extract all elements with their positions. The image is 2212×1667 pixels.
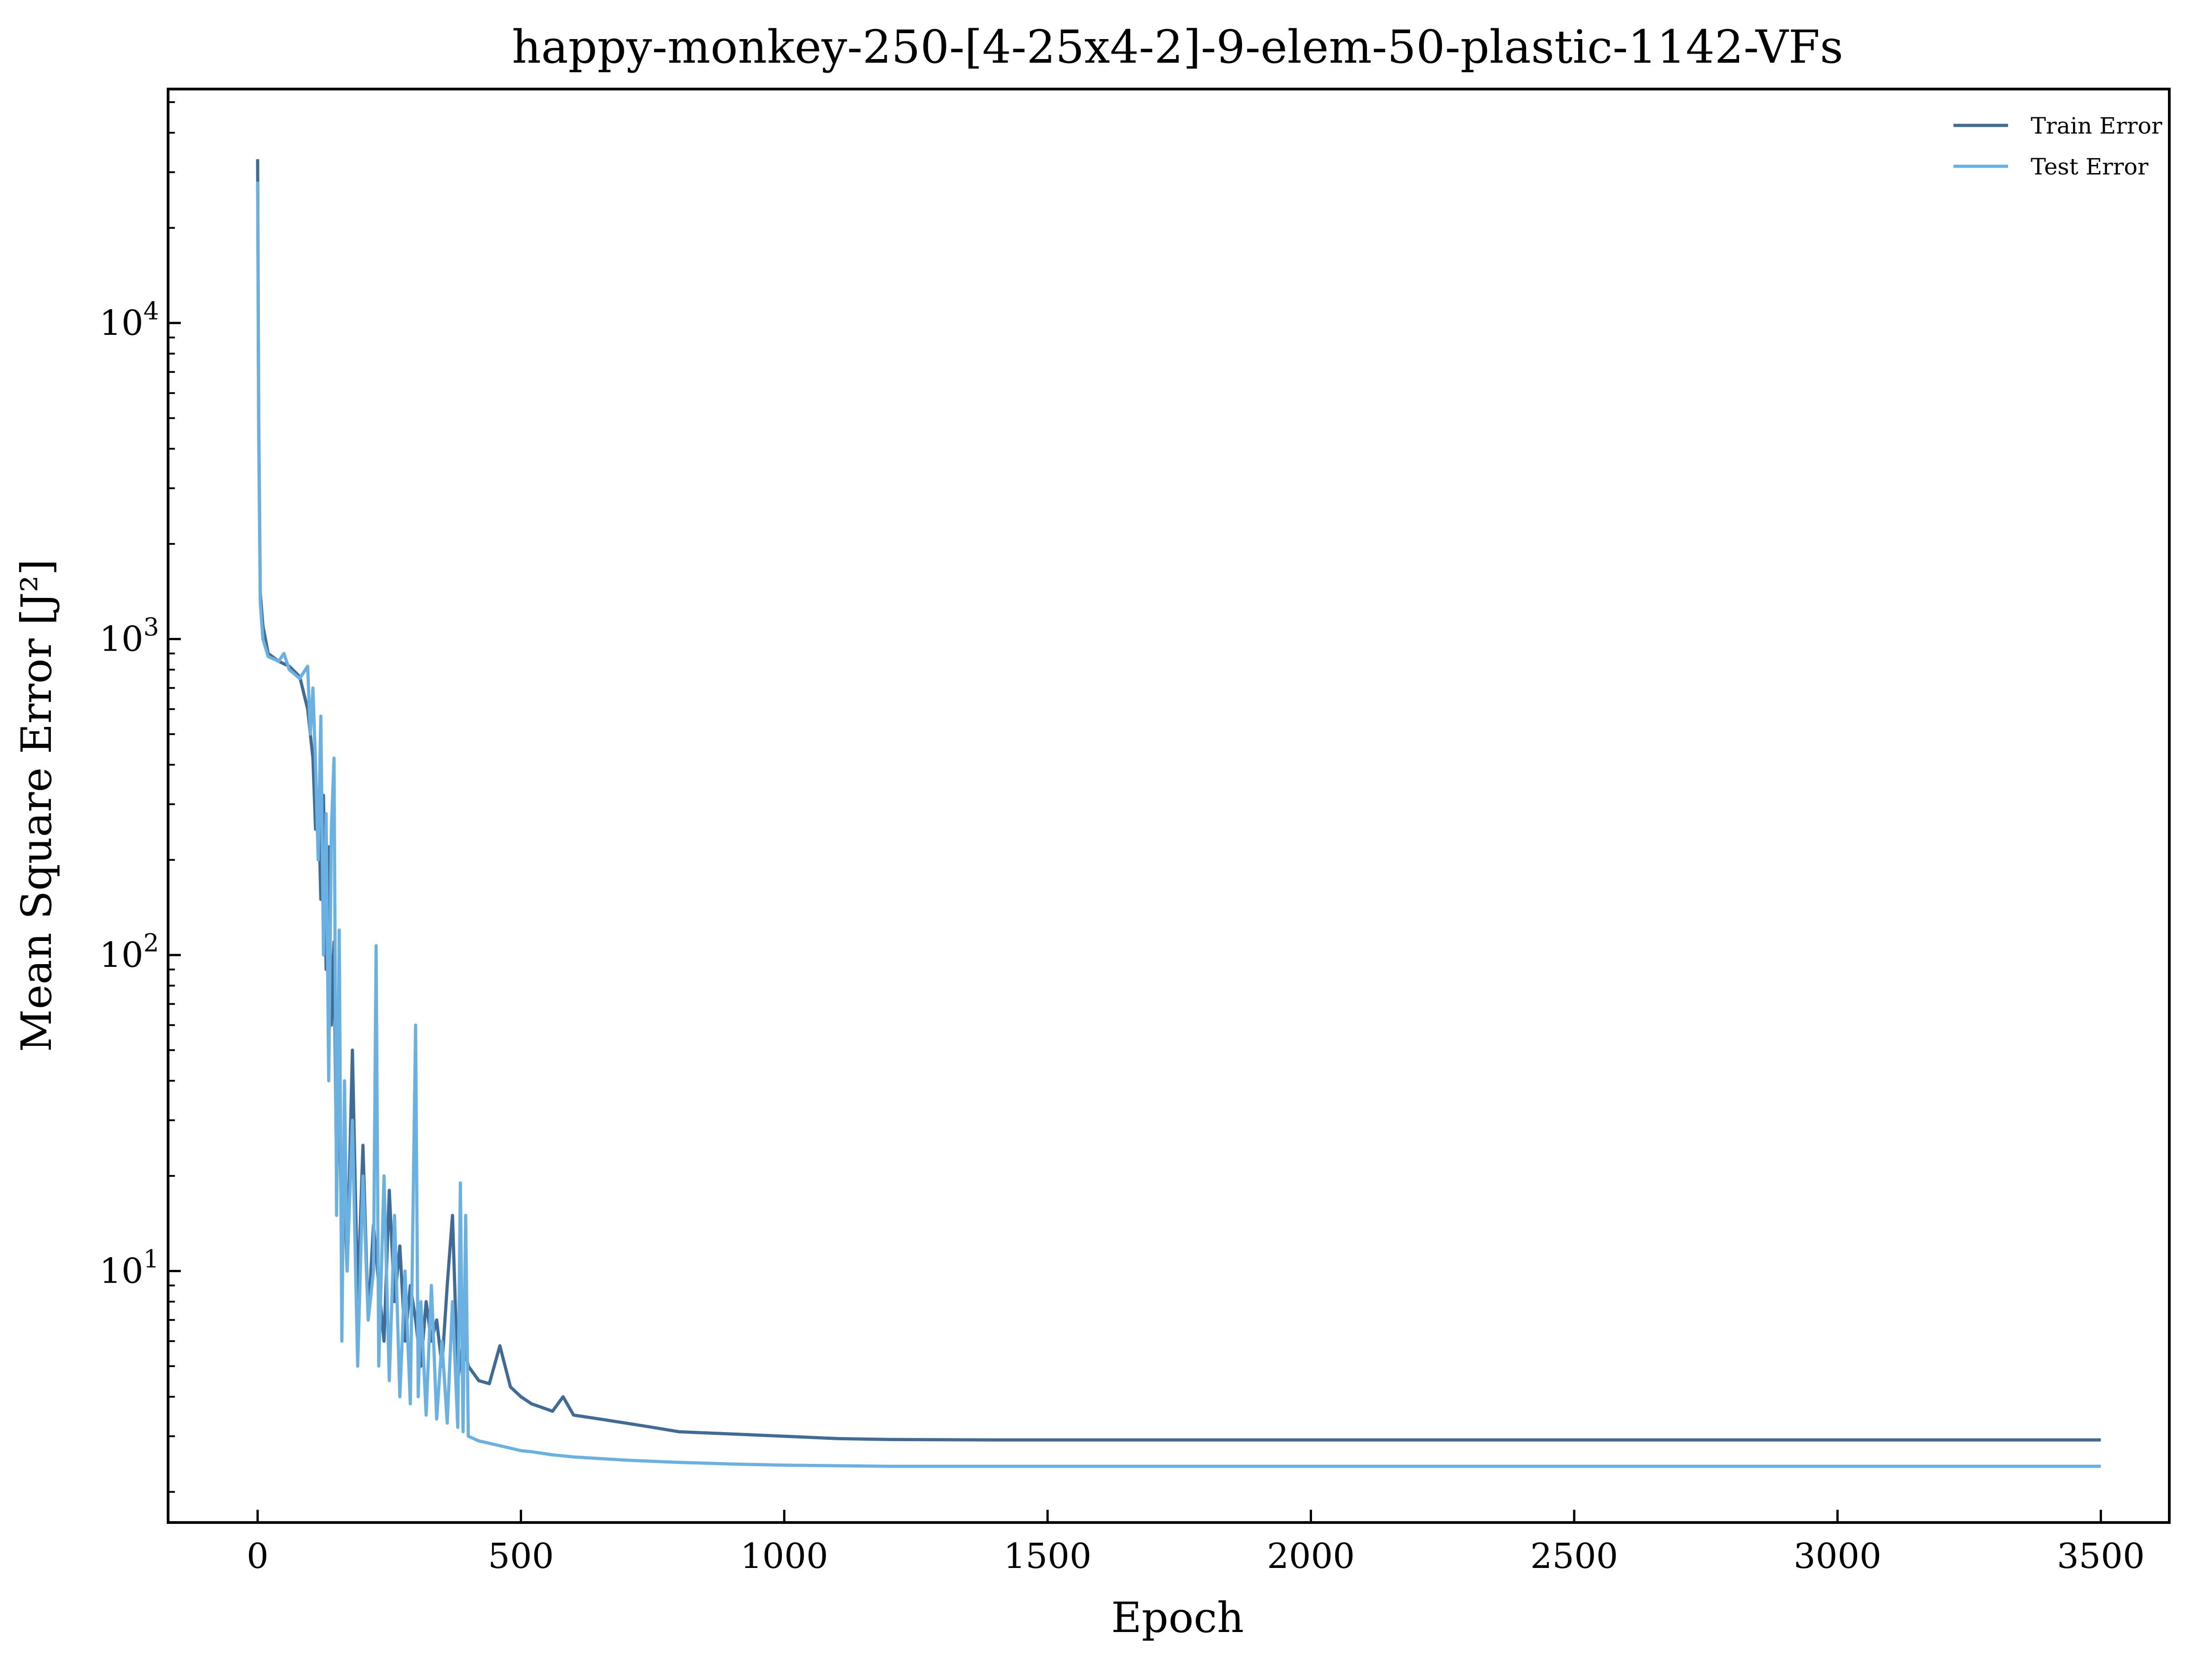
x-tick-label: 2500	[1530, 1536, 1618, 1576]
plot-frame	[167, 88, 2171, 1524]
x-tick-label: 1500	[1004, 1536, 1091, 1576]
y-tick-label: 101	[99, 1244, 159, 1291]
y-tick-label: 102	[99, 929, 159, 975]
y-tick-label: 103	[99, 612, 159, 659]
series-layer	[256, 159, 2101, 1468]
legend-label: Test Error	[2031, 154, 2148, 180]
y-axis: 101 102 103 104	[99, 101, 181, 1493]
x-tick-label: 3500	[2057, 1536, 2145, 1576]
y-axis-label: Mean Square Error [J²]	[12, 559, 61, 1052]
x-tick-label: 500	[488, 1536, 554, 1576]
chart-title: happy-monkey-250-[4-25x4-2]-9-elem-50-pl…	[512, 20, 1844, 74]
legend-label: Train Error	[2031, 113, 2162, 139]
x-tick-label: 3000	[1794, 1536, 1881, 1576]
x-tick-label: 1000	[741, 1536, 828, 1576]
x-axis: 0 500 1000 1500 2000 2500 3000 3500	[247, 1510, 2145, 1576]
x-tick-label: 2000	[1267, 1536, 1355, 1576]
x-tick-label: 0	[247, 1536, 268, 1576]
x-axis-label: Epoch	[1111, 1593, 1244, 1642]
y-tick-label: 104	[99, 297, 159, 343]
legend: Train Error Test Error	[1954, 113, 2162, 180]
series-line-test-error	[256, 181, 2101, 1468]
